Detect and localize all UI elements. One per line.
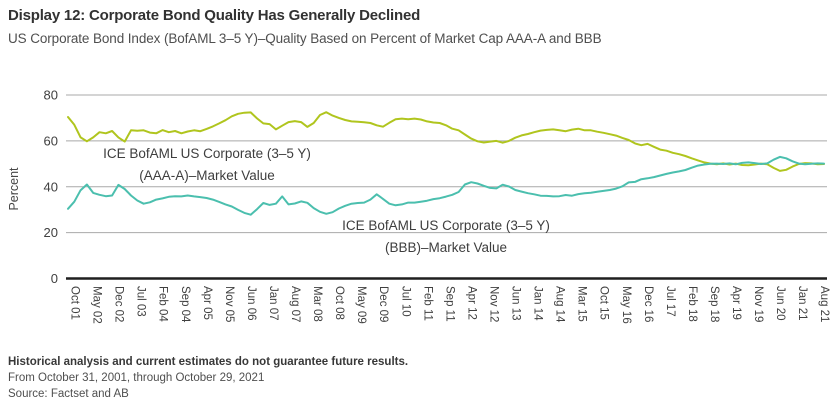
series-label-aaa-a-line1: ICE BofAML US Corporate (3–5 Y) bbox=[103, 146, 311, 161]
x-tick-label: May 02 bbox=[91, 286, 103, 324]
x-tick-label: Jun 20 bbox=[774, 286, 786, 321]
disclaimer-text: Historical analysis and current estimate… bbox=[8, 356, 409, 368]
x-tick-label: Sep 04 bbox=[179, 286, 191, 323]
x-tick-label: Apr 19 bbox=[730, 286, 742, 320]
x-tick-label: Mar 08 bbox=[311, 286, 323, 322]
x-tick-label: Jul 03 bbox=[135, 286, 147, 317]
x-tick-label: Jul 17 bbox=[664, 286, 676, 317]
x-tick-label: Oct 01 bbox=[69, 286, 81, 320]
x-tick-label: Aug 14 bbox=[554, 286, 566, 323]
x-tick-label: Sep 18 bbox=[708, 286, 720, 322]
x-tick-label: Jan 07 bbox=[267, 286, 279, 321]
x-tick-label: Dec 09 bbox=[377, 286, 389, 322]
x-tick-label: Jan 21 bbox=[796, 286, 808, 321]
series-label-aaa-a-line2: (AAA-A)–Market Value bbox=[139, 168, 275, 183]
x-tick-label: Jun 06 bbox=[245, 286, 257, 321]
x-tick-label: Nov 05 bbox=[223, 286, 235, 322]
y-tick-label: 40 bbox=[44, 179, 58, 194]
x-tick-label: Apr 05 bbox=[201, 286, 213, 320]
source-text: Source: Factset and AB bbox=[8, 388, 129, 400]
y-tick-label: 20 bbox=[44, 225, 58, 240]
chart-subtitle: US Corporate Bond Index (BofAML 3–5 Y)–Q… bbox=[8, 31, 602, 46]
x-tick-label: Jan 14 bbox=[532, 286, 544, 321]
date-range-text: From October 31, 2001, through October 2… bbox=[8, 372, 265, 384]
x-tick-label: Feb 18 bbox=[686, 286, 698, 322]
x-tick-label: Sep 11 bbox=[443, 286, 455, 322]
x-tick-label: Aug 21 bbox=[818, 286, 830, 322]
series-label-bbb: ICE BofAML US Corporate (3–5 Y) (BBB)–Ma… bbox=[286, 215, 606, 259]
x-tick-label: Apr 12 bbox=[465, 286, 477, 320]
x-tick-label: Nov 12 bbox=[487, 286, 499, 322]
x-tick-label: Oct 15 bbox=[598, 286, 610, 320]
series-line-bbb bbox=[67, 155, 825, 216]
y-tick-label: 80 bbox=[44, 88, 58, 103]
x-tick-label: Feb 11 bbox=[421, 286, 433, 321]
x-tick-label: May 09 bbox=[355, 286, 367, 324]
y-tick-label: 60 bbox=[44, 133, 58, 148]
series-label-aaa-a: ICE BofAML US Corporate (3–5 Y) (AAA-A)–… bbox=[47, 143, 367, 187]
x-tick-label: Nov 19 bbox=[752, 286, 764, 322]
x-tick-label: Aug 07 bbox=[289, 286, 301, 322]
x-tick-label: Feb 04 bbox=[157, 286, 169, 322]
x-tick-label: Dec 16 bbox=[642, 286, 654, 322]
series-label-bbb-line1: ICE BofAML US Corporate (3–5 Y) bbox=[342, 218, 550, 233]
x-tick-label: Dec 02 bbox=[113, 286, 125, 322]
x-tick-label: Mar 15 bbox=[576, 286, 588, 322]
x-tick-label: Jul 10 bbox=[399, 286, 411, 317]
y-axis-title: Percent bbox=[7, 167, 21, 211]
x-tick-label: May 16 bbox=[620, 286, 632, 324]
x-tick-label: Oct 08 bbox=[333, 286, 345, 320]
y-tick-label: 0 bbox=[51, 271, 58, 286]
page-title: Display 12: Corporate Bond Quality Has G… bbox=[8, 7, 421, 24]
series-line-aaa-a bbox=[67, 111, 825, 172]
series-label-bbb-line2: (BBB)–Market Value bbox=[384, 240, 508, 255]
x-tick-label: Jun 13 bbox=[510, 286, 522, 321]
